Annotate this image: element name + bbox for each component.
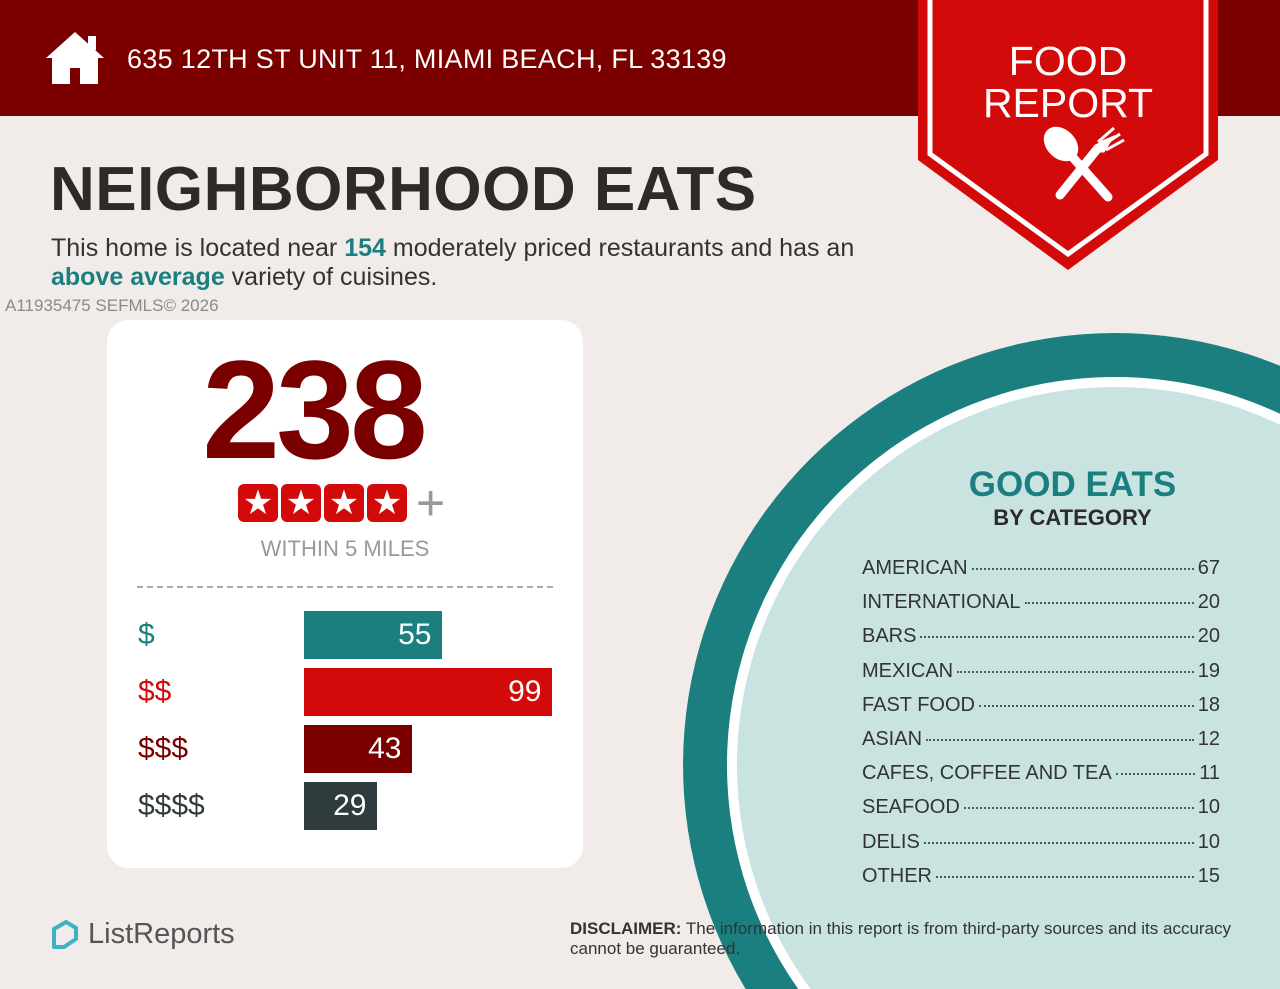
- category-item: MEXICAN 19: [862, 659, 1220, 683]
- price-label: $$$: [138, 732, 189, 765]
- category-name: CAFES, COFFEE AND TEA: [862, 762, 1112, 785]
- leader-dots: [957, 670, 1194, 673]
- price-label: $$: [138, 675, 172, 708]
- price-bar: 55: [304, 611, 442, 659]
- logo-icon: [52, 919, 78, 949]
- leader-dots: [920, 636, 1194, 639]
- leader-dots: [936, 875, 1194, 878]
- page-title: NEIGHBORHOOD EATS: [50, 155, 757, 224]
- price-label: $$$$: [138, 789, 205, 822]
- category-count: 20: [1197, 625, 1220, 648]
- category-item: AMERICAN 67: [862, 556, 1220, 580]
- home-icon: [46, 32, 104, 84]
- category-count: 18: [1197, 693, 1220, 716]
- category-count: 20: [1197, 591, 1220, 614]
- category-count: 19: [1197, 659, 1220, 682]
- divider: [137, 586, 553, 588]
- watermark: A11935475 SEFMLS© 2026: [5, 296, 219, 315]
- category-name: BARS: [862, 625, 917, 648]
- food-report-badge: [918, 0, 1218, 270]
- category-item: OTHER 15: [862, 864, 1220, 888]
- category-item: DELIS 10: [862, 830, 1220, 854]
- category-name: FAST FOOD: [862, 693, 975, 716]
- address: 635 12TH ST UNIT 11, MIAMI BEACH, FL 331…: [127, 44, 727, 74]
- star-icon: ★: [238, 484, 278, 522]
- category-name: MEXICAN: [862, 659, 954, 682]
- category-item: SEAFOOD 10: [862, 795, 1220, 819]
- intro-text: This home is located near 154 moderately…: [51, 234, 855, 291]
- category-count: 10: [1197, 796, 1220, 819]
- star-icon: ★: [367, 484, 407, 522]
- category-count: 10: [1197, 830, 1220, 853]
- category-item: BARS 20: [862, 624, 1220, 648]
- leader-dots: [1115, 773, 1196, 776]
- category-count: 11: [1199, 762, 1220, 785]
- category-item: CAFES, COFFEE AND TEA 11: [862, 761, 1220, 785]
- total-restaurants: 238: [202, 331, 428, 488]
- leader-dots: [1024, 602, 1194, 605]
- category-name: AMERICAN: [862, 557, 968, 579]
- listreports-logo: ListReports: [50, 918, 235, 951]
- category-name: OTHER: [862, 864, 932, 887]
- leader-dots: [963, 807, 1194, 810]
- star-icon: ★: [281, 484, 321, 522]
- leader-dots: [923, 841, 1194, 844]
- category-name: SEAFOOD: [862, 796, 960, 819]
- price-bar: 29: [304, 782, 377, 830]
- category-count: 12: [1197, 728, 1220, 750]
- category-count: 67: [1197, 557, 1220, 579]
- good-eats-subtitle: BY CATEGORY: [993, 505, 1152, 530]
- leader-dots: [926, 739, 1194, 741]
- category-item: FAST FOOD 18: [862, 693, 1220, 717]
- category-name: DELIS: [862, 830, 920, 853]
- category-count: 15: [1197, 864, 1220, 887]
- star-icon: ★: [324, 484, 364, 522]
- leader-dots: [971, 568, 1194, 570]
- badge-title: FOOD REPORT: [982, 38, 1154, 126]
- price-bar: 99: [304, 668, 552, 716]
- plus-sign: +: [416, 475, 446, 531]
- category-name: INTERNATIONAL: [862, 591, 1021, 614]
- utensils-icon: [1043, 126, 1125, 202]
- category-name: ASIAN: [862, 728, 923, 750]
- disclaimer: DISCLAIMER: The information in this repo…: [570, 919, 1232, 958]
- category-item: INTERNATIONAL 20: [862, 590, 1220, 614]
- good-eats-title: GOOD EATS: [968, 465, 1177, 504]
- summary-card: [107, 320, 583, 868]
- within-label: WITHIN 5 MILES: [260, 536, 430, 561]
- leader-dots: [978, 704, 1194, 707]
- star-rating: ★ ★ ★ ★: [238, 484, 407, 522]
- category-item: ASIAN 12: [862, 727, 1220, 751]
- price-bar: 43: [304, 725, 412, 773]
- price-label: $: [138, 618, 155, 651]
